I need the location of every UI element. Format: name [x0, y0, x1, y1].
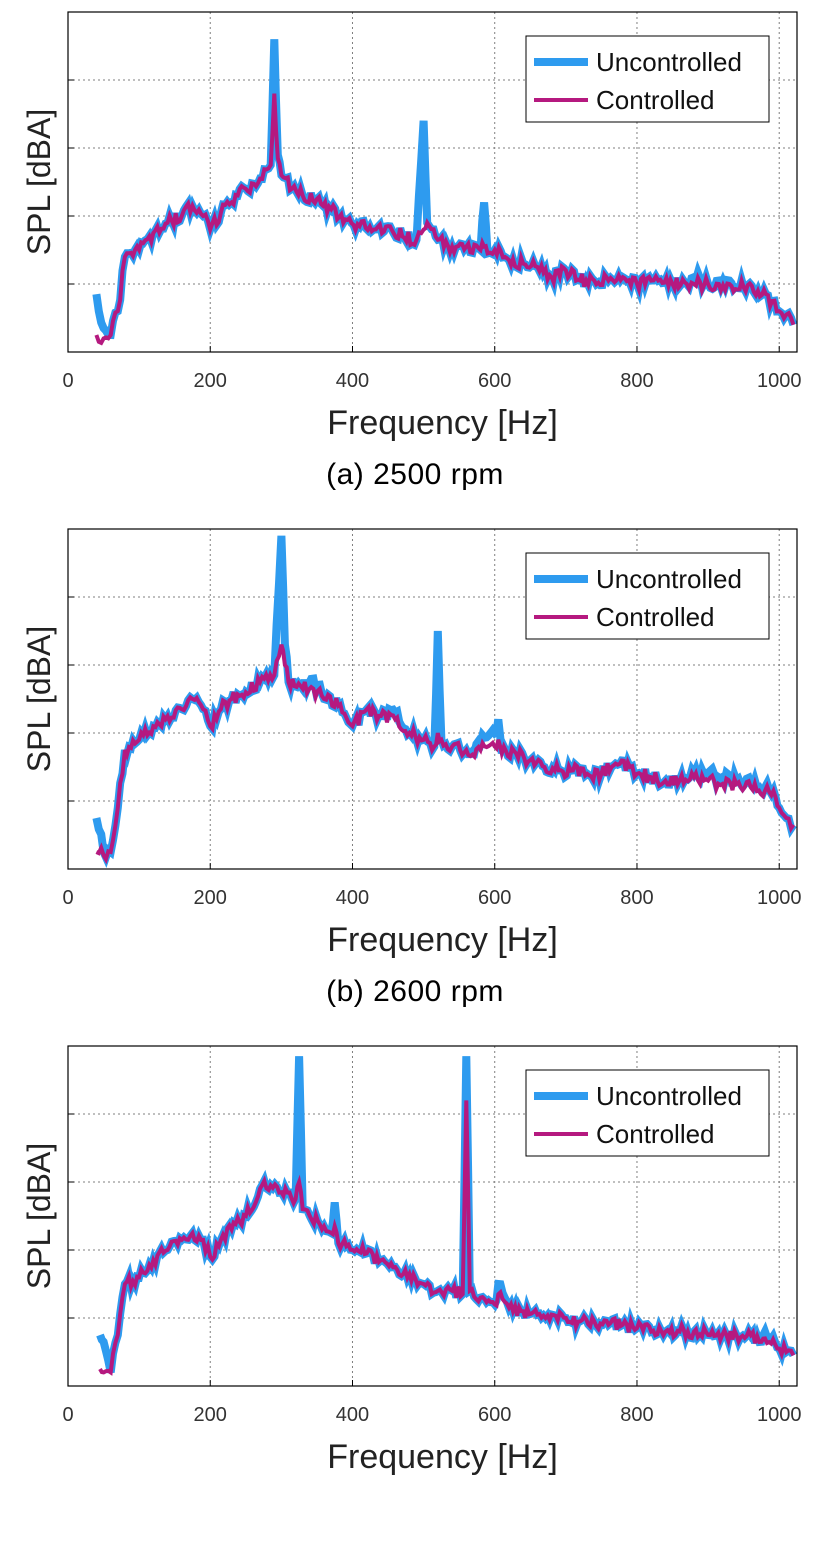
x-tick-label: 600 — [478, 370, 511, 392]
x-tick-label: 800 — [620, 1404, 653, 1426]
x-axis-label: Frequency [Hz] — [327, 1438, 558, 1476]
legend-box — [525, 35, 770, 123]
spl-chart-c: 0 200 400 600 800 1000 Frequency [Hz] SPL [dBA]… — [21, 1045, 802, 1476]
legend-label-uncontrolled: Uncontrolled — [596, 564, 742, 594]
axes-frame — [67, 528, 798, 870]
x-tick-label: 600 — [478, 887, 511, 909]
legend: Uncontrolled Controlled — [525, 35, 770, 123]
chart-panel-c: 0 200 400 600 800 1000 Frequency [Hz] SPL [dBA]… — [0, 1034, 830, 1551]
x-tick-label: 200 — [194, 370, 227, 392]
chart-caption-a: (a) 2500 rpm — [326, 458, 504, 491]
x-tick-label: 800 — [620, 887, 653, 909]
x-tick-label: 400 — [336, 887, 369, 909]
x-tick-label: 1000 — [757, 370, 802, 392]
spl-chart-a: 0 200 400 600 800 1000 Frequency [Hz] SPL [dBA]… — [21, 11, 802, 442]
x-tick-label: 0 — [62, 370, 73, 392]
legend-box — [525, 1069, 770, 1157]
x-tick-label: 0 — [62, 1404, 73, 1426]
x-tick-label: 200 — [194, 887, 227, 909]
x-tick-label: 200 — [194, 1404, 227, 1426]
x-tick-label: 0 — [62, 887, 73, 909]
y-axis-label: SPL [dBA] — [21, 109, 57, 255]
chart-panel-b: 0 200 400 600 800 1000 Frequency [Hz] SPL [dBA]… — [0, 517, 830, 1034]
x-tick-label: 800 — [620, 370, 653, 392]
chart-caption-b: (b) 2600 rpm — [326, 975, 504, 1008]
legend: Uncontrolled Controlled — [525, 552, 770, 640]
x-tick-label: 1000 — [757, 1404, 802, 1426]
y-axis-label: SPL [dBA] — [21, 1143, 57, 1289]
legend-label-controlled: Controlled — [596, 602, 715, 632]
x-axis-label: Frequency [Hz] — [327, 404, 558, 442]
spl-chart-b: 0 200 400 600 800 1000 Frequency [Hz] SPL [dBA]… — [21, 528, 802, 959]
y-axis-label: SPL [dBA] — [21, 626, 57, 772]
legend-box — [525, 552, 770, 640]
legend-label-controlled: Controlled — [596, 1119, 715, 1149]
x-tick-label: 400 — [336, 370, 369, 392]
legend: Uncontrolled Controlled — [525, 1069, 770, 1157]
series-line-controlled — [94, 93, 796, 346]
x-tick-label: 400 — [336, 1404, 369, 1426]
x-tick-label: 600 — [478, 1404, 511, 1426]
chart-panel-a: 0 200 400 600 800 1000 Frequency [Hz] SPL [dBA]… — [0, 0, 830, 517]
grid — [68, 1046, 797, 1386]
x-tick-label: 1000 — [757, 887, 802, 909]
x-axis-label: Frequency [Hz] — [327, 921, 558, 959]
series-line-controlled — [98, 1100, 796, 1376]
legend-label-uncontrolled: Uncontrolled — [596, 47, 742, 77]
legend-label-controlled: Controlled — [596, 85, 715, 115]
axes-frame — [67, 11, 798, 353]
legend-label-uncontrolled: Uncontrolled — [596, 1081, 742, 1111]
axes-frame — [67, 1045, 798, 1387]
series-line-controlled — [95, 644, 796, 865]
